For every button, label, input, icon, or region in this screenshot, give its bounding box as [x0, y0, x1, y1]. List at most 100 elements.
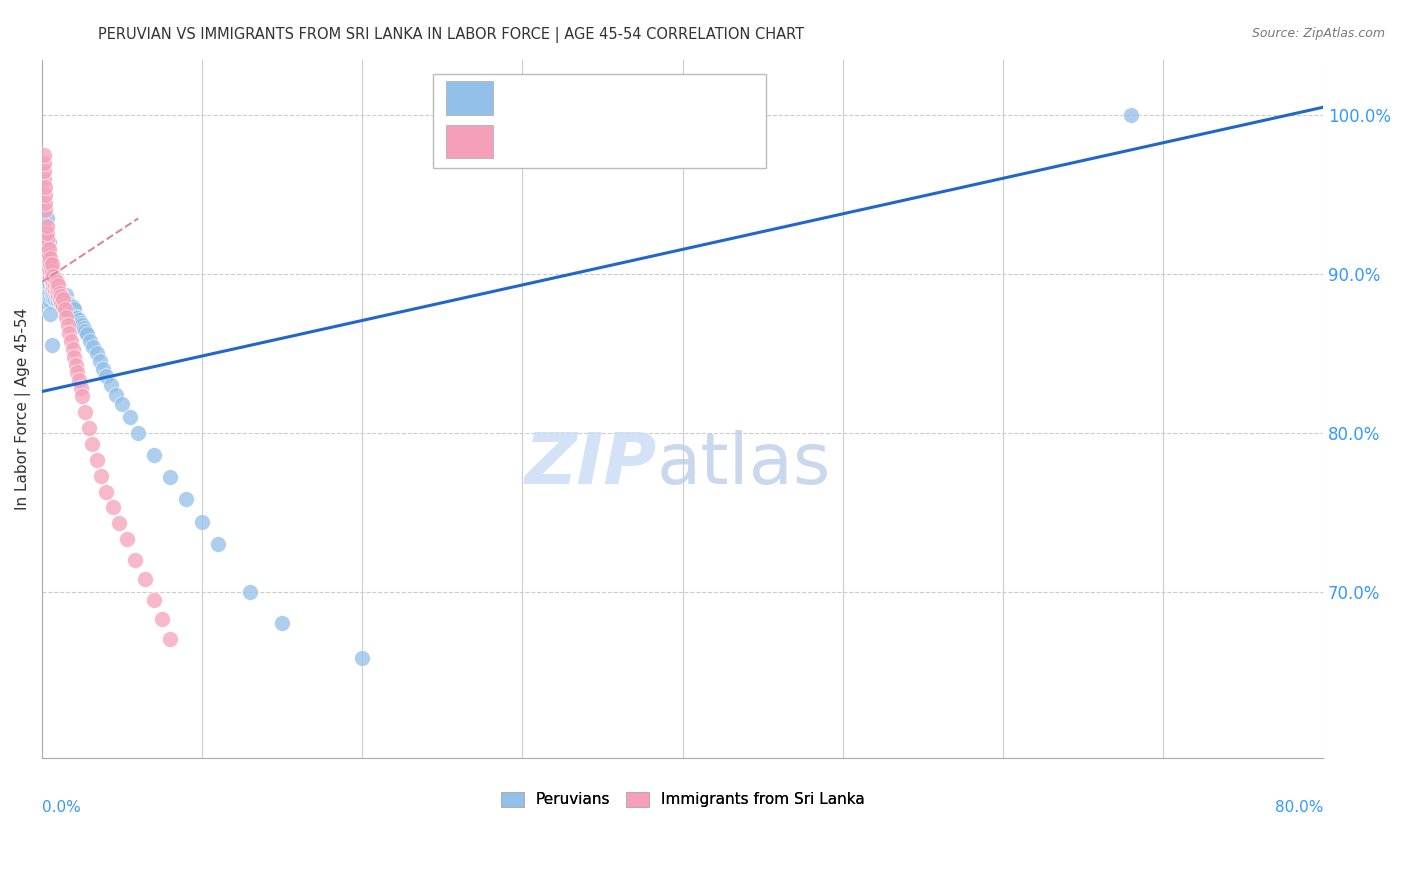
Point [39, 307, 62, 321]
Point [38, 270, 60, 285]
Point [35, 283, 58, 297]
Point [86, 346, 108, 360]
Legend: Peruvians, Immigrants from Sri Lanka: Peruvians, Immigrants from Sri Lanka [495, 785, 870, 814]
Point [41, 289, 63, 303]
Point [79, 334, 101, 348]
Point [77, 421, 100, 435]
Point [80, 437, 103, 451]
Point [44, 283, 66, 297]
Point [41, 275, 63, 289]
Point [35, 232, 58, 246]
Point [75, 324, 97, 338]
Point [65, 358, 87, 372]
Point [96, 368, 118, 383]
Point [100, 378, 122, 392]
Point [55, 287, 77, 301]
Point [32, 171, 55, 186]
Point [52, 299, 75, 313]
Point [51, 289, 73, 303]
Point [58, 303, 80, 318]
Point [32, 293, 55, 308]
Point [35, 275, 58, 289]
Point [239, 584, 262, 599]
Text: atlas: atlas [657, 430, 831, 500]
Point [59, 305, 82, 319]
Point [69, 316, 91, 330]
Point [65, 310, 87, 324]
Point [41, 338, 63, 352]
Point [44, 286, 66, 301]
Text: 80.0%: 80.0% [1275, 800, 1323, 815]
Point [42, 286, 65, 301]
Point [63, 350, 86, 364]
Point [35, 226, 58, 240]
Point [104, 387, 127, 401]
Point [46, 281, 69, 295]
Point [75, 405, 97, 419]
Point [42, 268, 65, 283]
Point [35, 211, 58, 226]
Point [63, 301, 86, 316]
Point [46, 287, 69, 301]
Point [134, 572, 156, 586]
Point [44, 278, 66, 293]
Point [58, 326, 80, 340]
Point [32, 156, 55, 170]
Point [56, 295, 79, 310]
Point [38, 254, 60, 268]
Point [63, 308, 86, 322]
Point [48, 293, 70, 308]
Text: ZIP: ZIP [524, 430, 657, 500]
Point [120, 409, 142, 424]
Point [39, 264, 62, 278]
Point [48, 293, 70, 307]
Point [62, 307, 84, 321]
Point [76, 327, 98, 342]
Point [48, 286, 70, 301]
Point [51, 295, 73, 310]
Point [150, 611, 173, 625]
Point [70, 389, 93, 403]
Point [39, 270, 62, 285]
Point [38, 278, 60, 293]
Point [32, 163, 55, 178]
Point [48, 287, 70, 301]
Point [41, 278, 63, 293]
Point [56, 318, 79, 332]
Point [34, 195, 56, 210]
Point [59, 334, 82, 348]
Point [89, 354, 111, 368]
Point [53, 301, 76, 316]
Point [34, 279, 56, 293]
Point [39, 270, 62, 285]
Point [39, 289, 62, 303]
Point [41, 257, 63, 271]
Point [55, 310, 77, 324]
Text: PERUVIAN VS IMMIGRANTS FROM SRI LANKA IN LABOR FORCE | AGE 45-54 CORRELATION CHA: PERUVIAN VS IMMIGRANTS FROM SRI LANKA IN… [98, 27, 804, 43]
Point [32, 148, 55, 162]
Point [52, 293, 75, 307]
Point [34, 275, 56, 289]
Point [42, 291, 65, 305]
Point [62, 342, 84, 356]
Point [1119, 108, 1142, 122]
Point [51, 289, 73, 303]
Point [35, 219, 58, 234]
Point [39, 278, 62, 293]
Point [45, 286, 67, 301]
Point [66, 366, 89, 380]
Point [82, 340, 104, 354]
Point [67, 373, 90, 387]
Point [271, 616, 294, 631]
Point [34, 187, 56, 202]
Point [53, 293, 76, 307]
Point [41, 270, 63, 285]
Point [159, 470, 181, 484]
Point [39, 283, 62, 297]
Point [46, 278, 69, 293]
Point [67, 313, 90, 327]
Point [86, 452, 108, 467]
Point [41, 264, 63, 278]
Point [32, 275, 55, 289]
Point [38, 248, 60, 262]
